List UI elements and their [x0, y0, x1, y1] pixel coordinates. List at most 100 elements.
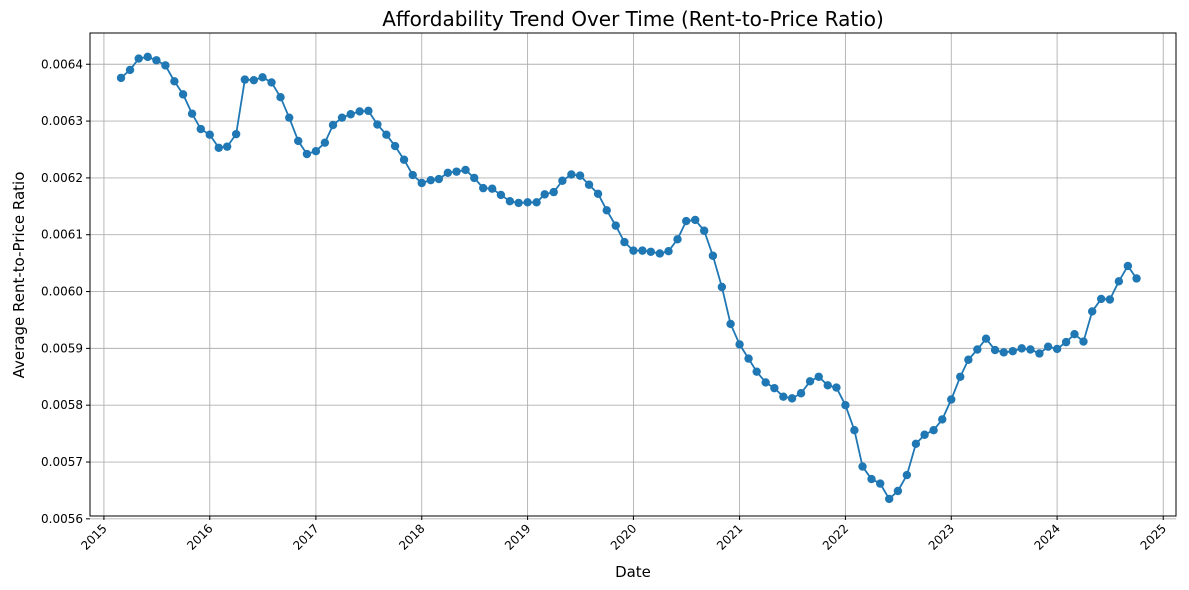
data-point [682, 216, 691, 226]
data-point [1087, 307, 1097, 316]
data-point [885, 494, 894, 504]
data-point [549, 187, 558, 197]
data-point [717, 282, 727, 292]
data-point [1096, 294, 1106, 304]
data-point [584, 180, 594, 189]
data-point [249, 75, 259, 85]
data-point [399, 155, 409, 164]
data-point [981, 334, 991, 343]
data-point [390, 141, 400, 151]
data-point [540, 190, 549, 199]
x-tick-label: 2016 [184, 521, 215, 552]
data-point [1052, 344, 1062, 354]
data-point [761, 378, 770, 387]
data-point [205, 130, 214, 139]
data-point [1008, 347, 1017, 356]
data-point [620, 237, 629, 247]
data-point [735, 340, 744, 349]
x-tick-label: 2025 [1138, 521, 1169, 552]
data-point [558, 176, 567, 185]
data-point [708, 251, 718, 260]
data-point [973, 345, 982, 354]
data-point [814, 372, 823, 381]
data-point [1017, 344, 1026, 353]
data-point [1070, 329, 1079, 339]
data-point [320, 138, 330, 147]
y-tick-label: 0.0060 [41, 285, 83, 299]
data-point [337, 113, 347, 122]
data-point [1079, 337, 1088, 346]
data-point [479, 183, 488, 193]
data-point [443, 168, 453, 177]
data-point [823, 381, 832, 390]
data-point [1026, 345, 1035, 354]
y-tick-label: 0.0056 [41, 512, 83, 526]
data-point [629, 246, 638, 255]
data-point [328, 120, 338, 130]
y-tick-label: 0.0063 [41, 114, 83, 128]
data-point [920, 430, 929, 439]
data-point [417, 178, 426, 188]
data-point [382, 130, 391, 139]
x-tick-label: 2023 [926, 521, 957, 552]
data-point [1043, 342, 1053, 351]
data-point [461, 165, 470, 175]
data-point [1114, 277, 1124, 286]
data-point [602, 206, 611, 215]
data-point [876, 479, 885, 488]
data-point [267, 78, 276, 87]
data-point [231, 129, 241, 139]
x-tick-label: 2019 [502, 521, 533, 552]
x-tick-label: 2024 [1032, 521, 1063, 552]
data-point [567, 170, 576, 179]
data-point [152, 56, 161, 65]
data-point [134, 54, 143, 63]
data-point [990, 345, 1000, 355]
data-point [488, 184, 497, 193]
y-tick-label: 0.0061 [41, 228, 83, 242]
data-point [373, 120, 382, 129]
y-tick-label: 0.0058 [41, 398, 83, 412]
data-point [222, 142, 232, 151]
x-tick-label: 2017 [290, 521, 321, 552]
data-point [514, 198, 523, 208]
data-point [1132, 274, 1141, 283]
data-point [858, 462, 867, 471]
data-point [1035, 349, 1044, 358]
data-point [470, 173, 479, 183]
data-point [294, 136, 303, 146]
data-point [796, 389, 806, 398]
data-point [947, 395, 956, 404]
data-point [850, 426, 859, 435]
data-point [302, 149, 312, 159]
data-point [258, 73, 267, 82]
data-point [505, 197, 515, 206]
data-point [116, 73, 126, 83]
data-point [655, 249, 665, 258]
grid-layer [90, 33, 1176, 520]
data-point [787, 394, 797, 403]
x-tick-label: 2018 [396, 521, 427, 552]
data-point [143, 52, 152, 62]
data-point [408, 170, 417, 180]
data-point [125, 65, 135, 75]
data-point [752, 367, 761, 376]
data-point [841, 400, 850, 410]
y-tick-label: 0.0064 [41, 57, 83, 71]
y-tick-label: 0.0062 [41, 171, 83, 185]
x-tick-label: 2022 [820, 521, 851, 552]
data-point [867, 474, 876, 484]
data-point [532, 198, 541, 207]
data-point [638, 246, 647, 255]
data-point [1123, 261, 1133, 271]
data-point [1061, 337, 1071, 347]
data-point [611, 221, 620, 230]
y-tick-label: 0.0059 [41, 341, 83, 355]
data-point [285, 113, 294, 122]
data-point [496, 190, 506, 200]
data-point [178, 90, 188, 99]
data-point [646, 247, 656, 256]
data-point [726, 319, 735, 329]
x-tick-label: 2021 [714, 521, 745, 552]
